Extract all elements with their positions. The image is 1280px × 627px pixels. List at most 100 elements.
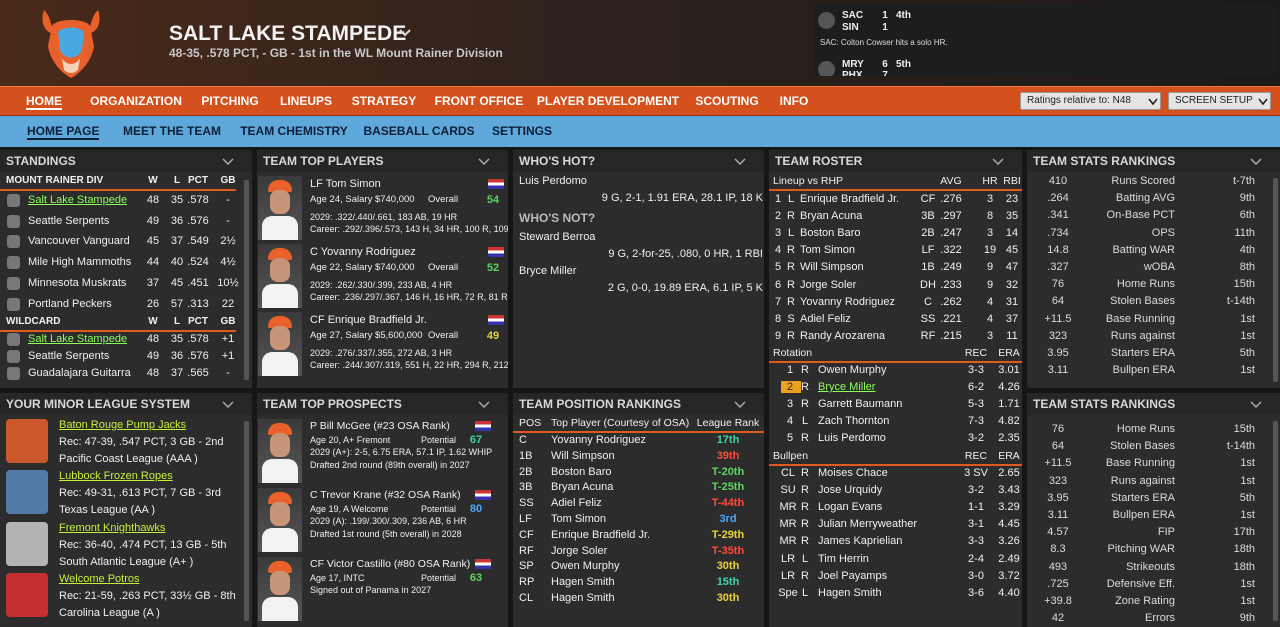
roster-header: HR	[982, 175, 998, 187]
player-name[interactable]: CF Victor Castillo (#80 OSA Rank)	[310, 558, 471, 570]
player-name[interactable]: Tom Simon	[551, 513, 607, 525]
team-name[interactable]: Guadalajara Guitarra	[28, 367, 131, 379]
player-name[interactable]: Boston Baro	[551, 465, 612, 478]
player-name[interactable]: Adiel Feliz	[551, 497, 602, 510]
player-name[interactable]: Will Simpson	[800, 261, 864, 274]
nav-item[interactable]: SCOUTING	[695, 94, 759, 108]
player-name[interactable]: Tom Simon	[800, 244, 856, 257]
player-name[interactable]: Bryan Acuna	[800, 210, 863, 223]
nav-item[interactable]: FRONT OFFICE	[434, 94, 524, 108]
team-name[interactable]: Salt Lake Stampede	[28, 194, 128, 206]
cell: 9	[774, 329, 782, 342]
scrollbar[interactable]	[1273, 421, 1278, 621]
score-runs: 1	[882, 10, 888, 21]
player-name[interactable]: C Trevor Krane (#32 OSA Rank)	[310, 489, 461, 501]
nav-item[interactable]: STRATEGY	[351, 94, 417, 108]
team-name[interactable]: SALT LAKE STAMPEDE	[169, 22, 407, 45]
cell: .221	[940, 312, 962, 325]
team-name[interactable]: Portland Peckers	[28, 297, 112, 310]
player-name[interactable]: Hagen Smith	[818, 586, 882, 599]
subnav-item[interactable]: MEET THE TEAM	[123, 124, 221, 138]
panel-chevron[interactable]	[1250, 158, 1262, 166]
scrollbar[interactable]	[244, 180, 249, 380]
panel-chevron[interactable]	[478, 158, 490, 166]
header-underline	[0, 330, 236, 332]
player-name[interactable]: Enrique Bradfield Jr.	[800, 193, 900, 205]
player-name[interactable]: LF Tom Simon	[310, 178, 381, 190]
player-name[interactable]: Randy Arozarena	[800, 329, 885, 342]
team-name[interactable]: Salt Lake Stampede	[28, 333, 128, 345]
dropdown[interactable]: Ratings relative to: N48	[1020, 92, 1161, 110]
player-name[interactable]: Boston Baro	[800, 227, 861, 240]
panel-chevron[interactable]	[222, 158, 234, 166]
subnav-item[interactable]: BASEBALL CARDS	[363, 124, 475, 138]
panel-chevron[interactable]	[222, 401, 234, 409]
cell: 1st	[1240, 312, 1255, 325]
dropdown[interactable]: SCREEN SETUP	[1168, 92, 1271, 110]
player-name[interactable]: CF Enrique Bradfield Jr.	[310, 314, 427, 326]
player-name[interactable]: Yovanny Rodriguez	[800, 295, 895, 308]
nav-item[interactable]: LINEUPS	[279, 94, 332, 108]
player-name[interactable]: Hagen Smith	[551, 576, 615, 589]
team-name[interactable]: Lubbock Frozen Ropes	[59, 470, 173, 483]
player-name[interactable]: Yovanny Rodriguez	[551, 434, 646, 446]
team-name[interactable]: Welcome Potros	[59, 572, 140, 585]
player-name[interactable]: Luis Perdomo	[519, 175, 587, 187]
cell: .297	[940, 210, 962, 223]
player-name[interactable]: James Kaprielian	[818, 535, 903, 548]
player-name[interactable]: Tim Herrin	[818, 552, 869, 565]
nav-item[interactable]: ORGANIZATION	[90, 94, 182, 108]
scrollbar[interactable]	[244, 421, 249, 621]
panel-chevron[interactable]	[1250, 401, 1262, 409]
nav-item[interactable]: INFO	[779, 94, 809, 108]
nav-item[interactable]: PLAYER DEVELOPMENT	[536, 94, 680, 108]
player-name[interactable]: Bryce Miller	[818, 381, 876, 394]
player-name[interactable]: Hagen Smith	[551, 592, 615, 604]
player-name[interactable]: Owen Murphy	[551, 560, 620, 573]
panel-chevron[interactable]	[734, 158, 746, 166]
player-name[interactable]: Adiel Feliz	[800, 312, 851, 325]
team-name[interactable]: Mile High Mammoths	[28, 256, 132, 269]
subnav-item[interactable]: TEAM CHEMISTRY	[240, 124, 348, 138]
team-dropdown-chevron[interactable]	[398, 28, 412, 38]
cell: 2B	[921, 227, 935, 240]
panel-chevron[interactable]	[734, 401, 746, 409]
player-name[interactable]: Garrett Baumann	[818, 398, 903, 411]
player-name[interactable]: Jose Urquidy	[818, 484, 883, 497]
team-name[interactable]: Minnesota Muskrats	[28, 276, 127, 289]
player-name[interactable]: Jorge Soler	[800, 278, 857, 291]
player-name[interactable]: Owen Murphy	[818, 364, 887, 376]
panel-chevron[interactable]	[992, 158, 1004, 166]
subnav-item[interactable]: SETTINGS	[491, 124, 552, 138]
player-name[interactable]: P Bill McGee (#23 OSA Rank)	[310, 420, 450, 432]
player-name[interactable]: Enrique Bradfield Jr.	[551, 528, 651, 541]
player-name[interactable]: Joel Payamps	[818, 569, 888, 582]
player-name[interactable]: Julian Merryweather	[818, 518, 918, 531]
team-name[interactable]: Baton Rouge Pump Jacks	[59, 419, 187, 431]
rating-label: Overall	[428, 330, 459, 341]
rating-label: Overall	[428, 262, 459, 273]
panel-chevron[interactable]	[478, 401, 490, 409]
team-name[interactable]: Seattle Serpents	[28, 214, 110, 227]
player-name[interactable]: Zach Thornton	[818, 415, 890, 428]
player-name[interactable]: Logan Evans	[818, 501, 883, 514]
player-cap	[268, 492, 292, 504]
nav-item[interactable]: PITCHING	[201, 94, 259, 108]
player-name[interactable]: Will Simpson	[551, 449, 615, 462]
player-name[interactable]: Luis Perdomo	[818, 432, 886, 445]
subnav-item[interactable]: HOME PAGE	[27, 124, 100, 140]
team-name[interactable]: Vancouver Vanguard	[28, 235, 130, 248]
cell: CL	[780, 467, 796, 479]
team-name[interactable]: Seattle Serpents	[28, 350, 110, 362]
scrollbar[interactable]	[1273, 178, 1278, 382]
player-name[interactable]: Bryce Miller	[519, 265, 577, 277]
player-name[interactable]: Steward Berroa	[519, 231, 596, 243]
cell: R	[801, 501, 809, 514]
player-name[interactable]: C Yovanny Rodriguez	[310, 246, 416, 258]
nav-item[interactable]: HOME	[26, 94, 62, 110]
team-name[interactable]: Fremont Knighthawks	[59, 521, 166, 534]
player-name[interactable]: Moises Chace	[818, 467, 888, 479]
cell: SS	[519, 497, 534, 510]
player-name[interactable]: Bryan Acuna	[551, 481, 614, 494]
player-name[interactable]: Jorge Soler	[551, 544, 608, 557]
